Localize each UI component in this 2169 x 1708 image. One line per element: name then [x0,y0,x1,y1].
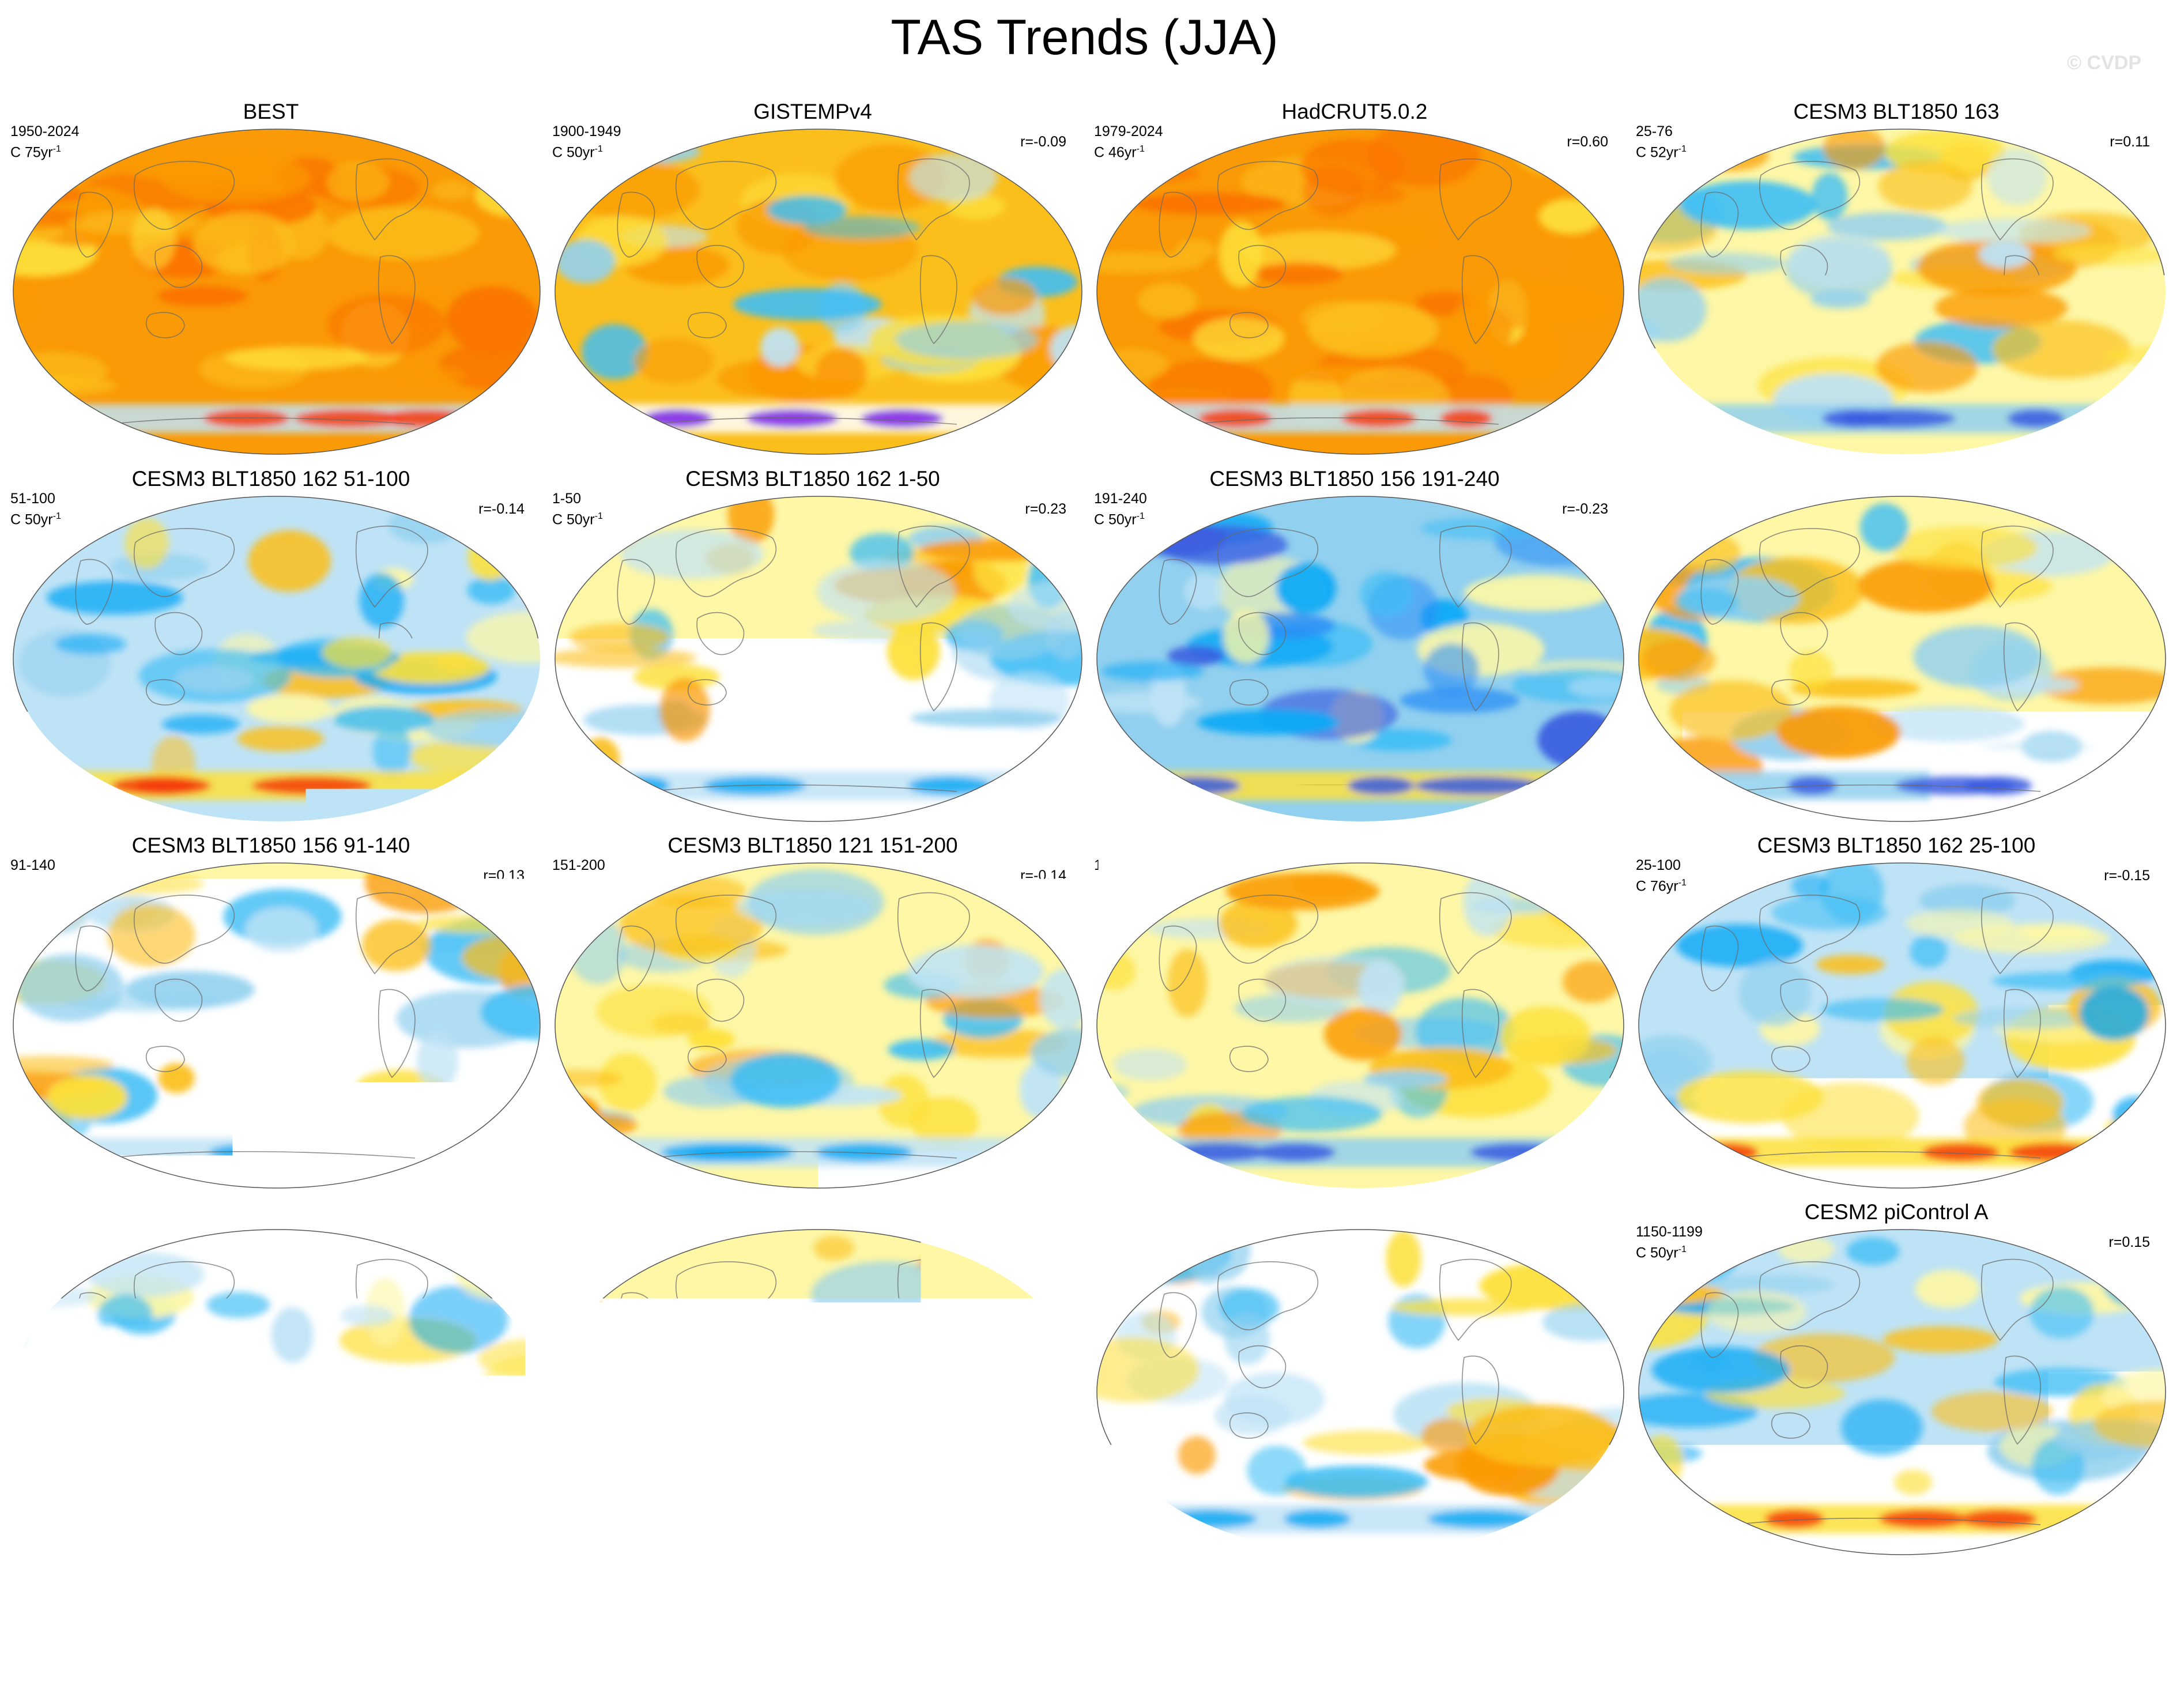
figure-title: TAS Trends (JJA) [0,6,2169,69]
trend-field [1095,858,1625,1193]
map-panel: GISTEMPv4 1900-1949 C 50yr-1 r=-0.09 [542,99,1084,445]
colorbar-swatch [1434,1621,1504,1652]
colorbar-swatch [1573,1621,1643,1652]
trend-map [1637,858,2167,1193]
panel-title: CESM2 piControl A [1625,1200,2167,1225]
panel-title: GISTEMPv4 [542,99,1084,125]
colorbar-swatch [1155,1621,1225,1652]
panel-title: CESM2 piControl B [1084,1200,1625,1225]
trend-field [1637,492,2167,826]
colorbar-swatch [457,1621,527,1652]
colorbar-swatch [806,1621,876,1652]
colorbar-tick-label: 2 [1306,1656,1421,1698]
trend-map [553,1225,1084,1559]
trend-field [553,492,1084,826]
map-panel: CESM2 piControl C 1550-1599 C 50yr-1 r=-0.1… [542,1200,1084,1545]
colorbar-swatch [736,1621,806,1652]
trend-field [553,125,1084,459]
colorbar-swatch [1503,1621,1574,1652]
colorbar-tick-label: 0.5 [1167,1656,1282,1698]
panel-title: CESM3 BLT1850 162 51-100 [0,466,542,492]
trend-map [1095,858,1625,1193]
trend-map [553,492,1084,826]
colorbar-tick-label: -2 [748,1656,863,1698]
panel-title: CESM3 BLT1850 162 1-50 [542,466,1084,492]
colorbar-swatch [1015,1621,1085,1652]
map-panel: CESM3 BLT1850 156 191-240 191-240 C 50yr-1… [1084,466,1625,812]
panel-title: CESM3 BLT1850 162 25-100 [1625,833,2167,858]
colorbar-swatch [1643,1621,1713,1652]
colorbar-tick-label: 0 [1027,1656,1142,1698]
trend-field [12,858,542,1193]
trend-map [12,1225,542,1559]
colorbar-swatch [1085,1621,1155,1652]
panel-title: CESM3 BLT1850 156 141-190 [1625,466,2167,492]
map-panel: CESM3 BLT1850 162 1-50 1-50 C 50yr-1 r=0.23 [542,466,1084,812]
colorbar-swatch [1294,1621,1364,1652]
trend-field [12,125,542,459]
colorbar-tick-label: 6 [1585,1656,1700,1698]
map-panel: CESM3 BLT1850 156 141-190 141-190 C 50yr-1… [1625,466,2167,812]
panel-title: CESM3 BLT1850 121 151-200 [542,833,1084,858]
trend-map [1095,1225,1625,1559]
trend-field [1637,1225,2167,1559]
map-panel: CESM3 BLT1850 121 151-200 151-200 C 50yr-1… [542,833,1084,1179]
panel-title: CESM3 BLT1850 156 80-240 [0,1200,542,1225]
trend-map [553,125,1084,459]
colorbar [387,1621,1782,1652]
colorbar-tick-label: -6 [469,1656,584,1698]
trend-field [12,492,542,826]
trend-map [553,858,1084,1193]
trend-field [553,1225,1084,1559]
map-panel: CESM3 BLT1850 163 25-76 C 52yr-1 r=0.11 [1625,99,2167,445]
cvdp-watermark: © CVDP [2067,52,2141,74]
colorbar-swatch [597,1621,667,1652]
trend-field [1095,492,1625,826]
panel-title: CESM2 piControl C [542,1200,1084,1225]
trend-field [1095,1225,1625,1559]
colorbar-swatch [666,1621,737,1652]
colorbar-swatch [1712,1621,1783,1652]
colorbar-swatch [387,1621,458,1652]
trend-field [12,1225,542,1559]
map-panel: CESM3 BLT1850 156 91-140 91-140 C 50yr-1 r=… [0,833,542,1179]
panel-title: CESM3 BLT1850 156 191-240 [1084,466,1625,492]
trend-map [12,125,542,459]
map-panel: CESM2 piControl A 1150-1199 C 50yr-1 r=0.15 [1625,1200,2167,1545]
trend-map [1095,492,1625,826]
trend-field [1637,858,2167,1193]
panel-title: CESM3 BLT1850 121 101-150 [1084,833,1625,858]
map-panel: BEST 1950-2024 C 75yr-1 [0,99,542,445]
map-panel: HadCRUT5.0.2 1979-2024 C 46yr-1 r=0.60 [1084,99,1625,445]
colorbar-tick-label: -0.5 [888,1656,1003,1698]
map-panel: CESM3 BLT1850 156 80-240 80-240 C 161yr-1 r… [0,1200,542,1545]
map-panel: CESM3 BLT1850 121 101-150 101-150 C 50yr-1… [1084,833,1625,1179]
trend-map [12,858,542,1193]
trend-map [1095,125,1625,459]
colorbar-swatch [1364,1621,1434,1652]
colorbar-swatch [527,1621,597,1652]
colorbar-tick-label: -4 [609,1656,724,1698]
panel-title: CESM3 BLT1850 163 [1625,99,2167,125]
colorbar-swatch [945,1621,1016,1652]
map-panel: CESM2 piControl B 1350-1399 C 50yr-1 r=0.15 [1084,1200,1625,1545]
map-panel: CESM3 BLT1850 162 51-100 51-100 C 50yr-1 r=… [0,466,542,812]
trend-map [1637,1225,2167,1559]
colorbar-tick-label: 4 [1446,1656,1561,1698]
colorbar-swatch [876,1621,946,1652]
panel-title: BEST [0,99,542,125]
map-panel: CESM3 BLT1850 162 25-100 25-100 C 76yr-1 r=… [1625,833,2167,1179]
trend-map [12,492,542,826]
panel-title: HadCRUT5.0.2 [1084,99,1625,125]
trend-field [1095,125,1625,459]
trend-map [1637,492,2167,826]
panel-title: CESM3 BLT1850 156 91-140 [0,833,542,858]
trend-field [1637,125,2167,459]
colorbar-swatch [1224,1621,1295,1652]
trend-field [553,858,1084,1193]
trend-map [1637,125,2167,459]
